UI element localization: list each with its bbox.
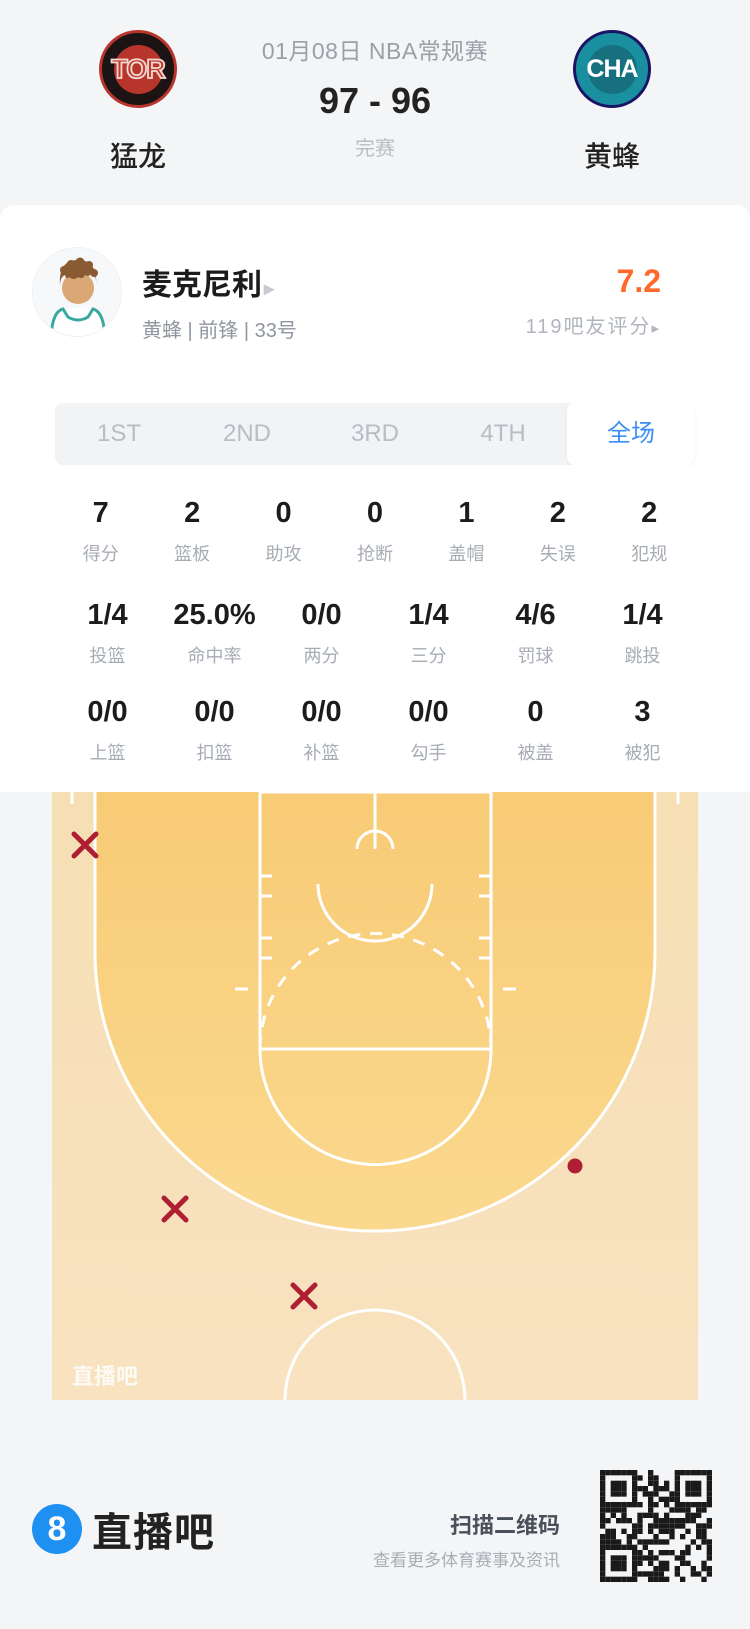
svg-text:直播吧: 直播吧 (72, 1364, 138, 1389)
